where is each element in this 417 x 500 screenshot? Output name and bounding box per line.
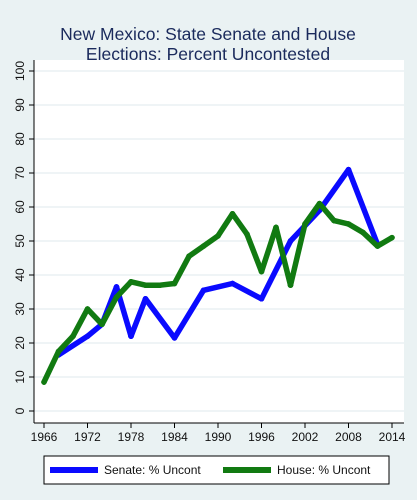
senate-line-segment: [229, 280, 265, 302]
senate-line-segment: [316, 166, 352, 214]
house-line-segment: [273, 224, 294, 288]
house-line-segment: [302, 200, 323, 227]
house-line-segment: [200, 233, 221, 249]
house-data-point: [244, 231, 250, 237]
senate-line-segment: [128, 296, 149, 339]
chart-title-line-1: New Mexico: State Senate and House: [60, 24, 356, 44]
y-tick-label: 40: [13, 268, 27, 282]
house-data-point: [345, 221, 352, 227]
senate-data-point: [171, 335, 178, 341]
house-line-segment: [171, 253, 192, 287]
x-tick-label: 1966: [31, 430, 58, 444]
senate-line-segment: [84, 321, 105, 339]
senate-data-point: [128, 333, 134, 339]
house-data-point: [331, 217, 337, 224]
y-tick-label: 60: [13, 200, 27, 214]
house-line-segment: [287, 221, 308, 288]
y-tick-label: 90: [13, 98, 27, 112]
y-tick-label: 20: [13, 336, 27, 350]
x-tick-label: 1978: [118, 430, 145, 444]
x-tick-label: 1990: [205, 430, 232, 444]
house-data-point: [142, 282, 149, 288]
legend-house-label: House: % Uncont: [277, 463, 371, 477]
house-data-point: [157, 282, 163, 288]
senate-data-point: [345, 166, 352, 173]
y-tick-label: 50: [13, 234, 27, 248]
chart-title-line-2: Elections: Percent Uncontested: [86, 44, 330, 64]
y-tick-label: 80: [13, 132, 27, 146]
x-tick-label: 2002: [292, 430, 319, 444]
house-line-segment: [41, 348, 62, 385]
house-data-point: [41, 379, 47, 385]
house-line-segment: [113, 279, 134, 300]
senate-data-point: [229, 280, 236, 287]
house-line-segment: [84, 306, 105, 328]
senate-line-segment: [142, 296, 178, 341]
house-data-point: [374, 243, 381, 249]
senate-data-point: [113, 284, 120, 290]
house-line-segment: [360, 229, 381, 249]
series-house: [41, 200, 395, 385]
house-data-point: [360, 229, 366, 236]
house-data-point: [186, 253, 192, 260]
house-data-point: [113, 294, 120, 300]
house-data-point: [389, 234, 395, 241]
house-line-segment: [186, 243, 207, 260]
house-data-point: [302, 221, 308, 227]
y-tick-label: 10: [13, 370, 27, 384]
senate-line-segment: [200, 280, 236, 294]
senate-line-segment: [171, 287, 207, 341]
series-layer: [41, 166, 395, 385]
y-tick-label: 100: [13, 61, 27, 81]
x-tick-label: 1996: [248, 430, 275, 444]
house-data-point: [215, 233, 221, 239]
house-line-segment: [345, 221, 366, 236]
house-line-segment: [70, 306, 91, 339]
x-axis: 1966 1972 1978 1984 1990 1996 2002 2008 2014: [31, 422, 406, 444]
senate-data-point: [258, 296, 265, 302]
senate-line-segment: [258, 238, 294, 302]
house-data-point: [229, 211, 236, 217]
house-line-segment: [229, 211, 250, 237]
house-data-point: [84, 306, 91, 312]
x-tick-label: 1984: [161, 430, 188, 444]
x-tick-label: 1972: [74, 430, 101, 444]
house-data-point: [316, 200, 323, 207]
senate-data-point: [287, 238, 294, 244]
legend-box: [43, 455, 390, 485]
legend-senate-label: Senate: % Uncont: [104, 463, 201, 477]
y-tick-label: 70: [13, 166, 27, 180]
senate-data-point: [142, 296, 149, 302]
house-data-point: [70, 333, 76, 339]
house-line-segment: [215, 211, 236, 239]
house-data-point: [55, 348, 62, 355]
x-tick-label: 2014: [379, 430, 406, 444]
house-line-segment: [374, 234, 395, 249]
house-data-point: [200, 243, 207, 249]
house-data-point: [128, 279, 134, 285]
y-tick-label: 0: [13, 407, 27, 414]
legend: Senate: % Uncont House: % Uncont: [43, 455, 390, 485]
house-data-point: [171, 280, 178, 287]
senate-data-point: [200, 287, 207, 294]
house-line-segment: [99, 294, 120, 328]
y-tick-label: 30: [13, 302, 27, 316]
house-line-segment: [55, 333, 76, 355]
senate-line-segment: [345, 166, 381, 248]
y-axis: 0 10 20 30 40 50 60 70 80 90 100: [13, 60, 35, 423]
house-line-segment: [244, 231, 265, 275]
house-data-point: [273, 224, 279, 231]
house-data-point: [258, 268, 265, 275]
x-tick-label: 2008: [335, 430, 362, 444]
house-line-segment: [316, 200, 337, 224]
house-line-segment: [258, 224, 279, 275]
grid-layer: [34, 70, 404, 412]
senate-line-segment: [55, 333, 91, 358]
house-data-point: [287, 282, 294, 288]
house-data-point: [99, 321, 105, 328]
senate-data-point: [84, 333, 91, 339]
